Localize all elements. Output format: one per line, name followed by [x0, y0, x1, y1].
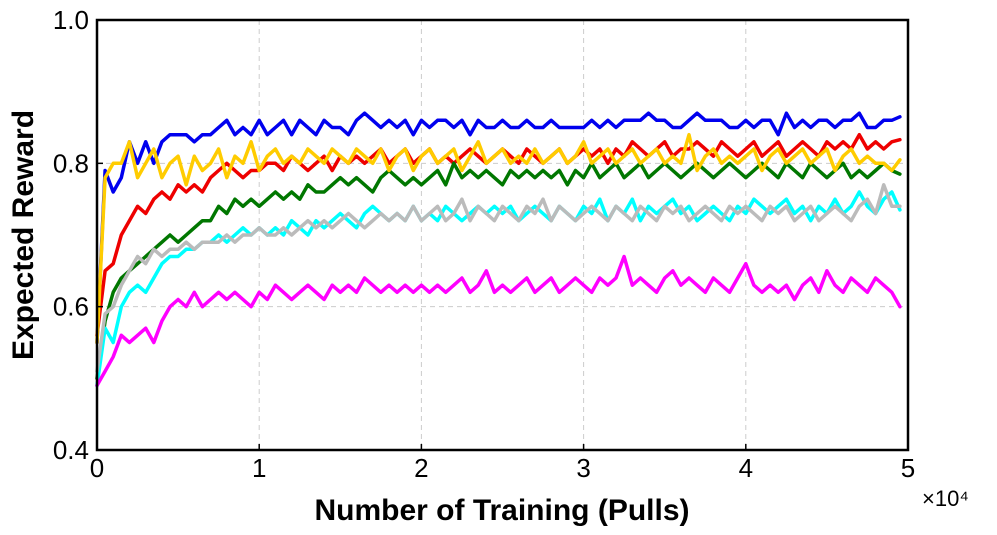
x-axis-label: Number of Training (Pulls) [314, 494, 689, 527]
axis-ticks: 0 1 2 3 4 5 0.4 0.6 0.8 1.0 [53, 5, 915, 483]
series-line-3 [95, 161, 902, 381]
series-lines [95, 111, 902, 388]
series-line-7 [95, 254, 902, 388]
x-tick-label: 2 [414, 453, 428, 483]
y-tick-label: 1.0 [53, 5, 89, 35]
plot-frame [95, 18, 910, 452]
y-tick-label: 0.4 [53, 435, 89, 465]
x-tick-label: 0 [90, 453, 104, 483]
y-axis-label: Expected Reward [7, 110, 40, 360]
x-tick-label: 4 [739, 453, 753, 483]
x-tick-label: 3 [576, 453, 590, 483]
x-tick-label: 5 [901, 453, 915, 483]
series-line-4 [95, 132, 902, 345]
series-line-6 [95, 183, 902, 373]
x-tick-label: 1 [252, 453, 266, 483]
x-axis-multiplier: ×10⁴ [922, 486, 969, 511]
y-tick-label: 0.6 [53, 292, 89, 322]
series-line-1 [95, 111, 902, 345]
y-tick-label: 0.8 [53, 148, 89, 178]
